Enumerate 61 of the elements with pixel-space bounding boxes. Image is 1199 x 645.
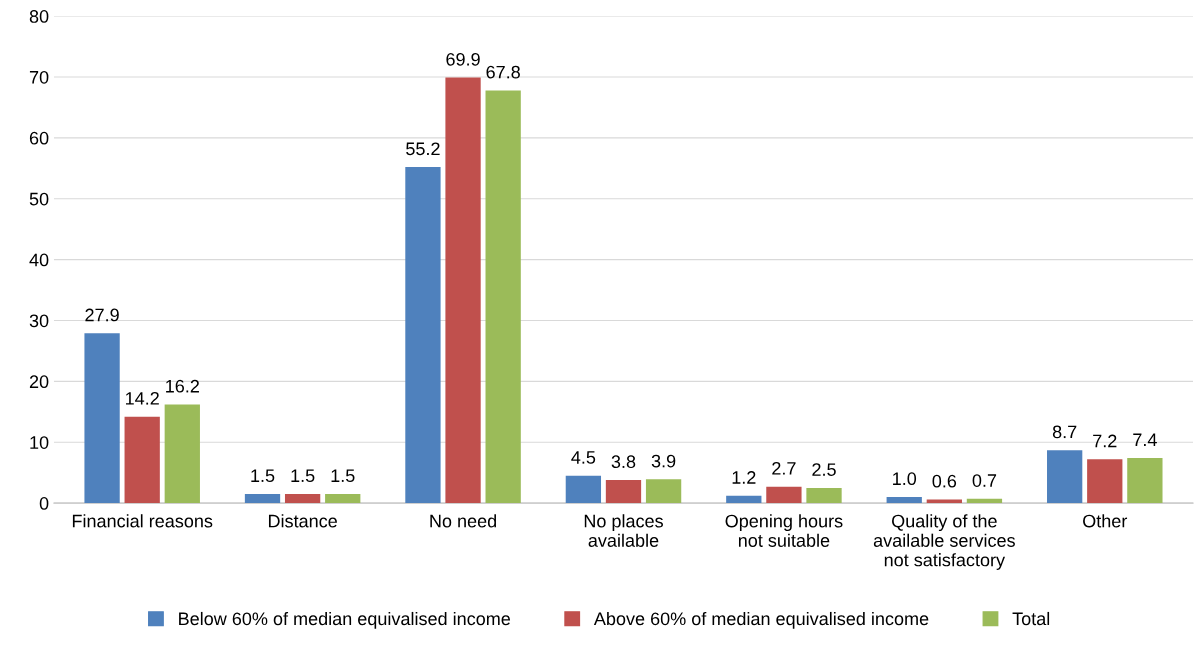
bar — [405, 167, 441, 504]
bar — [926, 499, 962, 504]
bar — [766, 486, 802, 504]
x-tick-label: Quality of the available services not satisfactory — [873, 514, 1015, 570]
bar — [605, 479, 642, 504]
y-tick-label: 20 — [29, 375, 49, 389]
x-tick-label: No places available — [584, 514, 663, 547]
y-tick-label: 30 — [29, 314, 49, 328]
x-tick-label: Distance — [268, 514, 337, 528]
y-tick-label: 0 — [39, 497, 49, 510]
y-tick-label: 40 — [29, 253, 49, 267]
data-label: 16.2 — [166, 379, 199, 393]
bar — [244, 493, 281, 504]
data-label: 8.7 — [1052, 425, 1077, 439]
data-label: 0.6 — [932, 474, 957, 488]
bar — [445, 77, 481, 504]
data-label: 1.5 — [251, 469, 275, 483]
bar — [124, 416, 160, 504]
data-label: 3.8 — [611, 455, 636, 469]
legend-label: Total — [1012, 611, 1050, 626]
bar — [485, 90, 521, 504]
data-label: 55.2 — [406, 142, 440, 156]
x-tick-label: Opening hours not suitable — [725, 514, 843, 547]
data-label: 14.2 — [126, 391, 159, 405]
legend-label: Below 60% of median equivalised income — [179, 611, 511, 629]
bar — [806, 487, 842, 504]
data-label: 27.9 — [85, 308, 119, 322]
bar — [1087, 459, 1123, 504]
bar — [645, 479, 682, 504]
bar — [726, 495, 762, 504]
y-tick-label: 10 — [30, 436, 49, 449]
data-label: 2.5 — [812, 463, 836, 476]
bar — [84, 333, 120, 504]
data-label: 4.5 — [571, 451, 596, 464]
bar — [164, 404, 200, 504]
bar — [1047, 450, 1083, 504]
data-label: 3.9 — [651, 454, 676, 468]
y-tick-label: 50 — [29, 192, 49, 206]
data-label: 67.8 — [486, 65, 520, 79]
data-label: 1.5 — [291, 469, 315, 483]
bar — [886, 497, 922, 504]
data-label: 0.7 — [972, 474, 997, 487]
data-label: 1.0 — [893, 472, 917, 486]
y-tick-label: 80 — [29, 10, 49, 23]
bar — [1127, 458, 1163, 504]
data-label: 7.4 — [1133, 433, 1157, 446]
data-label: 69.9 — [446, 52, 480, 66]
bar — [284, 493, 321, 504]
data-label: 2.7 — [772, 461, 796, 475]
y-tick-label: 70 — [29, 70, 49, 84]
legend-label: Above 60% of median equivalised income — [593, 611, 929, 629]
data-label: 1.5 — [331, 469, 355, 483]
data-label: 7.2 — [1093, 434, 1117, 448]
bar — [966, 498, 1003, 504]
bar — [565, 475, 602, 504]
x-tick-label: No need — [430, 514, 497, 528]
bar — [325, 493, 361, 504]
x-tick-label: Financial reasons — [72, 514, 213, 528]
x-tick-label: Other — [1083, 514, 1128, 528]
data-label: 1.2 — [732, 471, 756, 484]
y-tick-label: 60 — [29, 131, 49, 145]
